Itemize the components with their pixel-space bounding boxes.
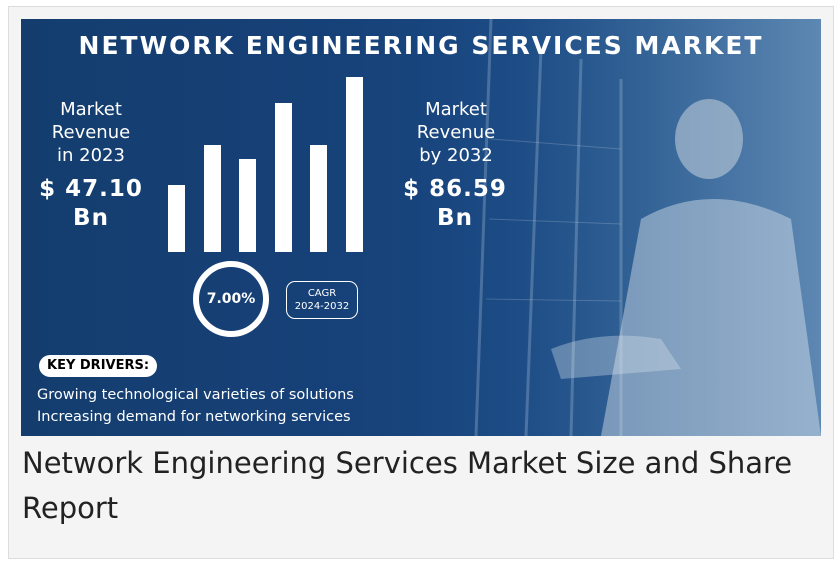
value-line: $ 47.10 xyxy=(39,176,143,202)
cagr-ring: 7.00% xyxy=(193,261,269,337)
growth-bar xyxy=(204,145,221,252)
cagr-label: CAGR xyxy=(307,288,337,299)
label-line: Revenue xyxy=(51,122,131,143)
right-revenue-label: Market Revenue by 2032 xyxy=(406,98,506,167)
value-line: $ 86.59 xyxy=(403,176,507,202)
left-revenue-value: $ 47.10 Bn xyxy=(29,175,153,233)
label-line: Market xyxy=(425,99,487,120)
value-line: Bn xyxy=(73,205,109,231)
key-drivers-badge: KEY DRIVERS: xyxy=(39,355,158,377)
label-line: in 2023 xyxy=(57,145,125,166)
cagr-period: 2024-2032 xyxy=(294,301,350,312)
growth-bar xyxy=(168,185,185,252)
growth-bar xyxy=(346,77,363,252)
growth-bar xyxy=(239,159,256,252)
cagr-value: 7.00% xyxy=(206,291,256,307)
report-caption[interactable]: Network Engineering Services Market Size… xyxy=(22,446,793,525)
infographic-title: NETWORK ENGINEERING SERVICES MARKET xyxy=(78,31,764,60)
left-revenue-label: Market Revenue in 2023 xyxy=(41,98,141,167)
value-line: Bn xyxy=(437,205,473,231)
key-driver-item: Increasing demand for networking service… xyxy=(37,409,351,425)
label-line: Revenue xyxy=(416,122,496,143)
cagr-period-box: CAGR 2024-2032 xyxy=(286,281,358,319)
label-line: Market xyxy=(60,99,122,120)
growth-bar xyxy=(275,103,292,252)
growth-bar xyxy=(310,145,327,252)
key-driver-item: Growing technological varieties of solut… xyxy=(37,387,354,403)
label-line: by 2032 xyxy=(419,145,493,166)
technician-photo xyxy=(451,19,821,436)
right-revenue-value: $ 86.59 Bn xyxy=(393,175,517,233)
market-infographic-banner[interactable]: NETWORK ENGINEERING SERVICES MARKET Mark… xyxy=(21,19,821,436)
